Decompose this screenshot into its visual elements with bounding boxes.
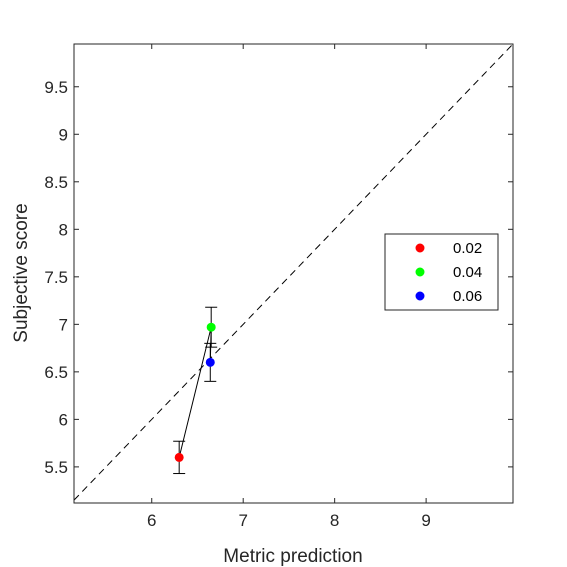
y-tick-label: 6	[59, 410, 68, 429]
y-tick-label: 7.5	[44, 268, 68, 287]
legend-box	[384, 233, 499, 311]
series-0.06	[204, 342, 217, 382]
data-point-0.02	[174, 452, 184, 462]
legend-marker-0.04	[415, 267, 425, 277]
legend-label: 0.06	[453, 288, 482, 305]
y-axis-title: Subjective score	[11, 203, 32, 342]
x-tick-label: 8	[330, 511, 339, 530]
y-tick-label: 6.5	[44, 363, 68, 382]
x-tick-label: 6	[147, 511, 156, 530]
data-point-0.06	[205, 357, 215, 367]
legend-label: 0.04	[453, 264, 482, 281]
x-axis-title: Metric prediction	[223, 546, 362, 567]
y-tick-label: 5.5	[44, 458, 68, 477]
data-point-0.04	[206, 322, 216, 332]
y-tick-label: 8	[59, 220, 68, 239]
plot-layer	[74, 44, 513, 501]
x-tick-label: 7	[238, 511, 247, 530]
axes-box	[73, 43, 514, 504]
y-tick-label: 7	[59, 315, 68, 334]
y-tick-label: 8.5	[44, 173, 68, 192]
legend: 0.02 0.04 0.06	[384, 233, 499, 311]
series-0.04	[205, 306, 218, 348]
legend-label: 0.02	[453, 240, 482, 257]
legend-marker-0.02	[415, 243, 425, 253]
series-0.02	[173, 440, 186, 475]
y-tick-label: 9.5	[44, 78, 68, 97]
reference-line	[74, 44, 513, 501]
legend-marker-0.06	[415, 291, 425, 301]
axes-layer: 6 7 8 9 5.5 6 6.5 7 7.5 8 8.5 9 9.5	[44, 43, 514, 530]
y-tick-label: 9	[59, 125, 68, 144]
x-tick-label: 9	[421, 511, 430, 530]
